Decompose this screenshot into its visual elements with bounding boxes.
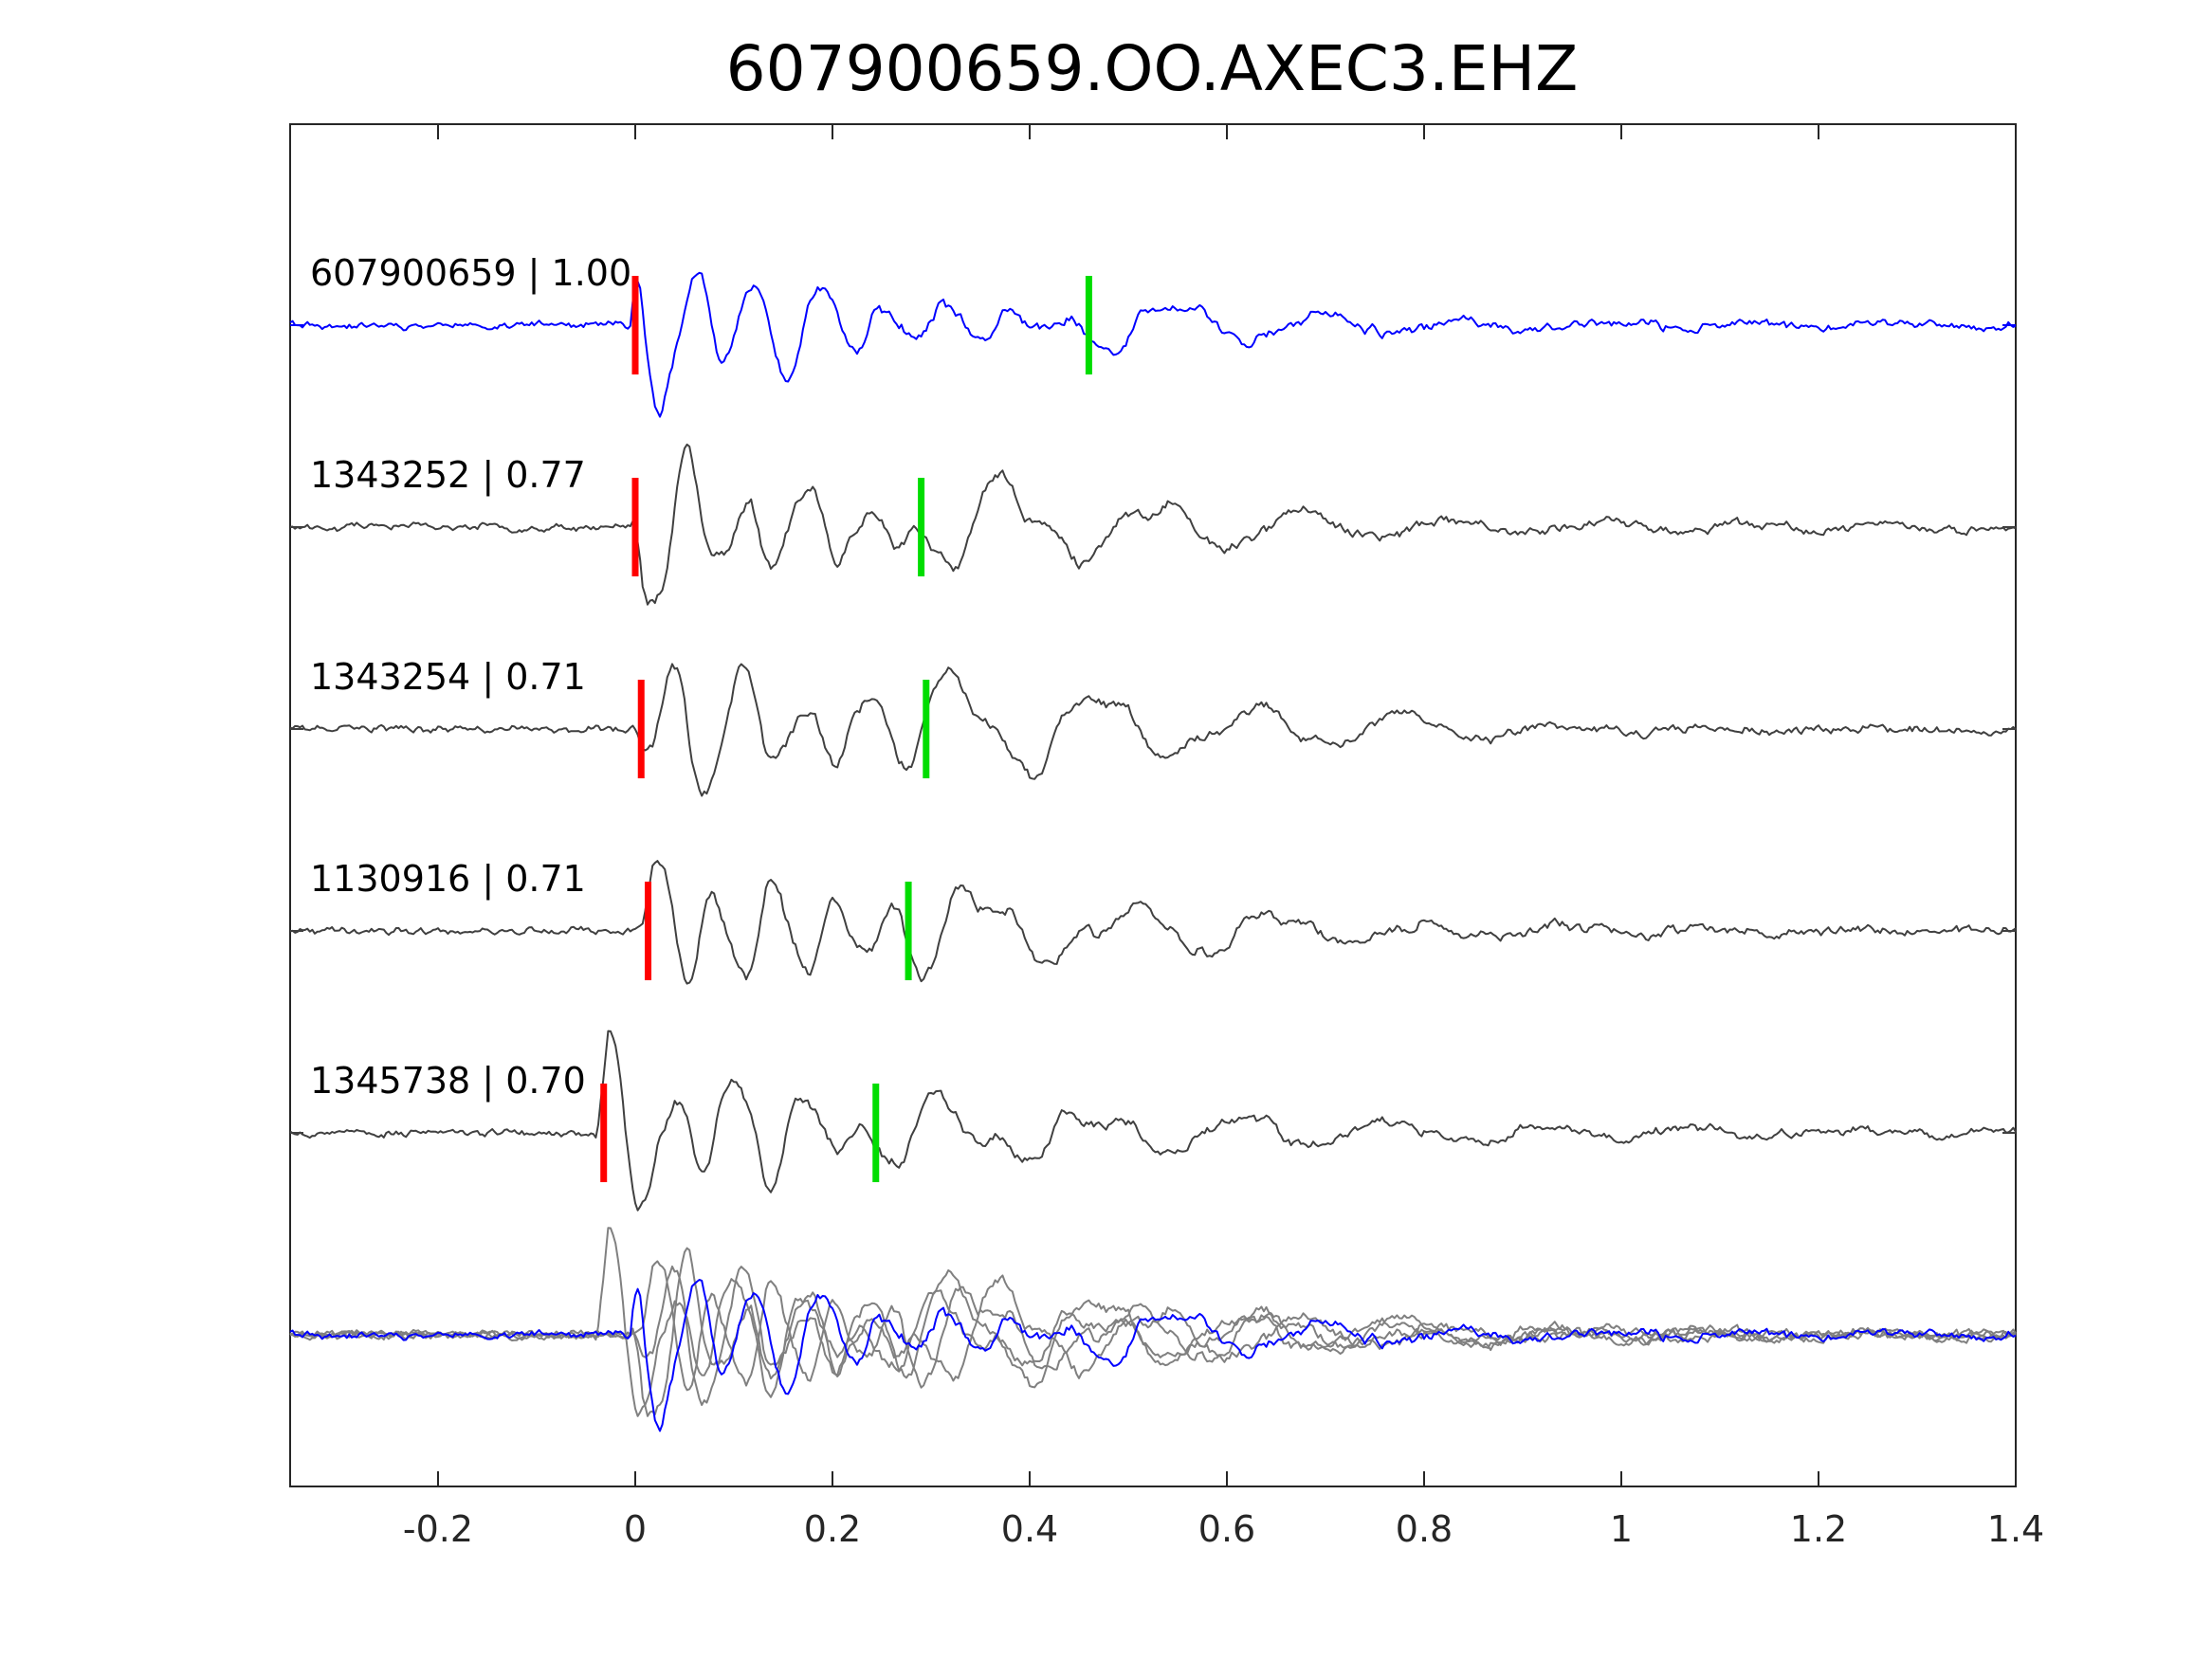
x-tick-label: 0.2	[804, 1508, 861, 1550]
trace-label-1343252: 1343252 | 0.77	[310, 454, 586, 497]
trace-stack	[289, 271, 2017, 1212]
trace-label-1343254: 1343254 | 0.71	[310, 656, 586, 699]
overlay-traces	[289, 1227, 2017, 1432]
trace-1130916	[289, 860, 2017, 985]
trace-607900659	[289, 271, 2017, 418]
x-tick-label: 0.4	[1001, 1508, 1058, 1550]
trace-labels: 607900659 | 1.00 1343252 | 0.77 1343254 | …	[310, 252, 631, 1103]
overlay-trace-607900659	[289, 1279, 2017, 1432]
phase-picks	[600, 276, 1092, 1182]
x-tick-label: -0.2	[403, 1508, 473, 1550]
x-tick-label: 0.8	[1396, 1508, 1453, 1550]
x-tick-label: 0	[624, 1508, 647, 1550]
trace-1343252	[289, 443, 2017, 606]
plot-area	[289, 123, 2017, 1487]
chart-title: 607900659.OO.AXEC3.EHZ	[726, 32, 1579, 105]
x-tick-label: 1	[1610, 1508, 1633, 1550]
trace-label-1345738: 1345738 | 0.70	[310, 1060, 586, 1103]
trace-label-607900659: 607900659 | 1.00	[310, 252, 631, 295]
x-tick-label: 0.6	[1198, 1508, 1255, 1550]
x-tick-label: 1.4	[1987, 1508, 2044, 1550]
trace-1345738	[289, 1030, 2017, 1212]
x-axis-ticks: -0.2 0 0.2 0.4 0.6 0.8 1 1.2 1.4	[403, 124, 2044, 1550]
trace-1343254	[289, 663, 2017, 797]
x-tick-label: 1.2	[1790, 1508, 1847, 1550]
trace-label-1130916: 1130916 | 0.71	[310, 858, 586, 901]
